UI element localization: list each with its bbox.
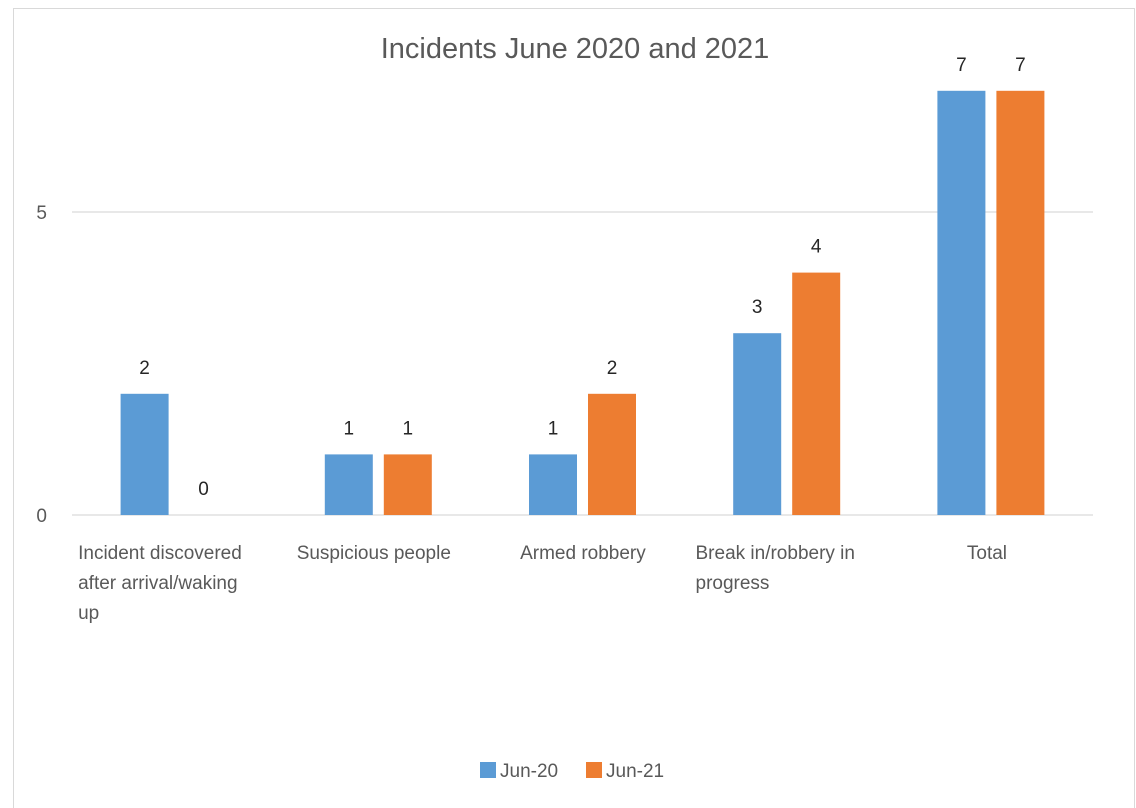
data-label: 1: [403, 418, 414, 439]
bar-jun-20-1: [324, 454, 373, 515]
legend-swatch-jun-20: [480, 762, 496, 778]
x-tick-label-line: Break in/robbery in: [696, 543, 855, 564]
y-axis: 05: [36, 203, 47, 527]
bar-jun-20-0: [120, 393, 169, 515]
data-label: 7: [1015, 55, 1026, 76]
data-label: 3: [752, 297, 763, 318]
x-tick-label-line: up: [78, 603, 99, 624]
x-tick-label: Total: [967, 543, 1007, 564]
legend-label: Jun-20: [500, 761, 558, 782]
x-tick-label: Armed robbery: [520, 543, 646, 564]
y-tick-label: 5: [36, 203, 47, 224]
x-tick-label-line: progress: [696, 573, 770, 594]
x-tick-label: Incident discovered after arrival/waking u…: [78, 543, 242, 624]
data-label: 7: [956, 55, 967, 76]
data-label: 0: [198, 479, 209, 500]
x-tick-label-line: Suspicious people: [297, 543, 451, 564]
x-tick-label-line: Total: [967, 543, 1007, 564]
gridlines: [72, 211, 1093, 516]
bar-jun-21-2: [588, 393, 636, 515]
y-tick-label: 0: [36, 506, 47, 527]
bar-jun-20-2: [529, 454, 577, 515]
legend-swatch-jun-21: [586, 762, 602, 778]
x-tick-label: Suspicious people: [297, 543, 451, 564]
data-label: 2: [139, 358, 150, 379]
chart-title: Incidents June 2020 and 2021: [381, 33, 770, 65]
bar-jun-20-3: [733, 333, 782, 515]
x-tick-label-line: after arrival/waking: [78, 573, 237, 594]
x-axis: Incident discovered after arrival/waking u…: [78, 543, 1007, 624]
data-label: 1: [548, 418, 559, 439]
data-label: 1: [344, 418, 355, 439]
data-label: 4: [811, 237, 822, 258]
x-tick-label: Break in/robbery in progress: [696, 543, 855, 594]
legend-label: Jun-21: [606, 761, 664, 782]
data-labels: 2 0 1 1 1 2 3 4 7 7: [139, 55, 1025, 500]
legend: Jun-20 Jun-21: [480, 761, 664, 782]
data-label: 2: [607, 358, 618, 379]
bars: [120, 90, 1045, 516]
bar-jun-21-4: [996, 90, 1045, 516]
bar-jun-21-1: [383, 454, 432, 515]
bar-jun-20-4: [937, 90, 986, 516]
bar-jun-21-3: [792, 272, 841, 515]
bar-chart: Incidents June 2020 and 2021 05 201 1 1234…: [36, 33, 1093, 782]
x-tick-label-line: Incident discovered: [78, 543, 242, 564]
x-tick-label-line: Armed robbery: [520, 543, 646, 564]
